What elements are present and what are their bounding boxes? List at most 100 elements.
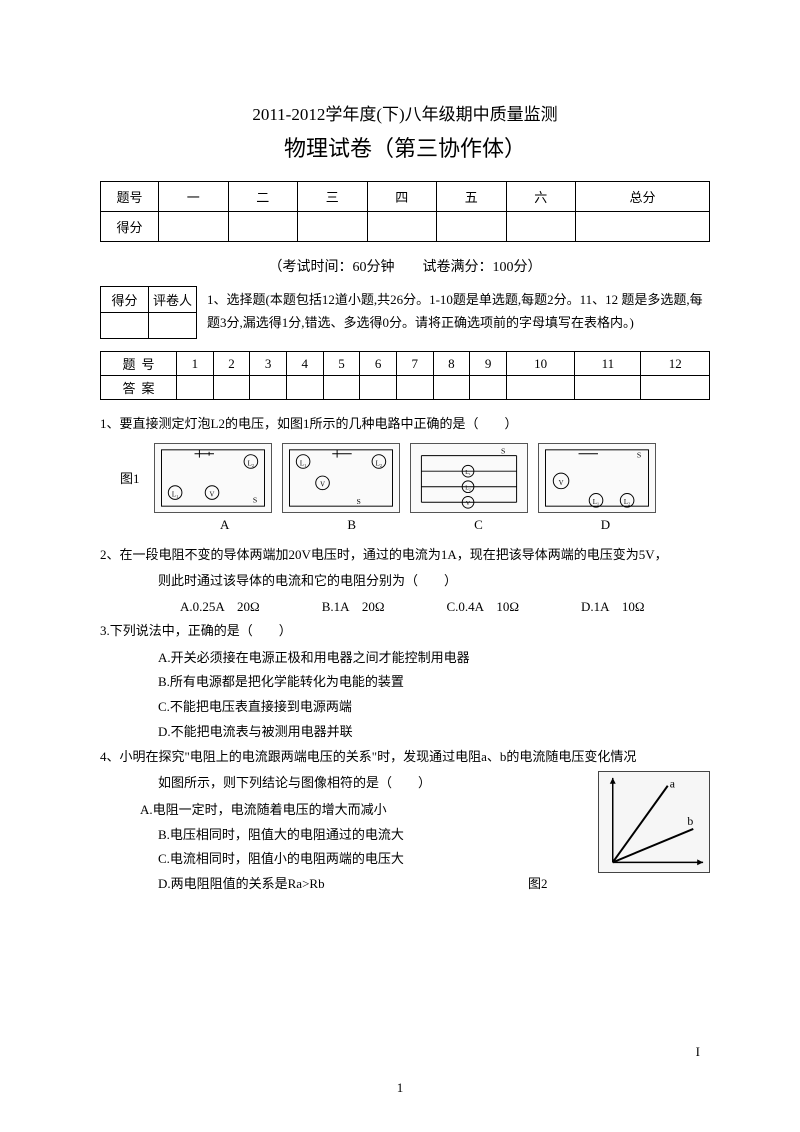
answer-cell	[213, 376, 250, 400]
answer-cell	[286, 376, 323, 400]
q3-opt-d: D.不能把电流表与被测用电器并联	[100, 720, 710, 745]
figure-2-label: 图2	[528, 873, 588, 892]
answer-cell	[250, 376, 287, 400]
answer-row-label: 答案	[101, 376, 177, 400]
score-col: 六	[506, 182, 576, 212]
svg-text:L₁: L₁	[465, 470, 471, 476]
q4-opt-d: D.两电阻阻值的关系是Ra>Rb	[100, 872, 528, 897]
svg-text:L₁: L₁	[171, 491, 178, 498]
title-line-1: 2011-2012学年度(下)八年级期中质量监测	[100, 100, 710, 125]
section-1-description: 1、选择题(本题包括12道小题,共26分。1-10题是单选题,每题2分。11、1…	[207, 286, 710, 335]
question-3: 3.下列说法中，正确的是（ ）	[100, 619, 710, 644]
figure-1-row: 图1 L₁ V L₂ S L₁ V L₂ S L₁ L₂ V S V L₁ L₂ S	[120, 443, 710, 513]
marker-cell	[101, 313, 149, 339]
score-cell	[576, 212, 710, 242]
score-row-label: 得分	[101, 212, 159, 242]
score-cell	[367, 212, 437, 242]
page-number: 1	[397, 1080, 404, 1096]
svg-text:L₂: L₂	[623, 499, 630, 506]
answer-cell	[575, 376, 641, 400]
q2-opt-c: C.0.4A 10Ω	[447, 596, 520, 615]
svg-text:V: V	[209, 491, 214, 498]
svg-text:S: S	[501, 446, 505, 455]
opt-label-c: C	[474, 517, 483, 533]
answer-cell	[506, 376, 574, 400]
svg-text:V: V	[558, 479, 563, 486]
answer-row-label: 题号	[101, 352, 177, 376]
answer-cell	[433, 376, 470, 400]
opt-label-b: B	[347, 517, 356, 533]
question-4-cont: 如图所示，则下列结论与图像相符的是（ ）	[100, 771, 588, 796]
svg-text:L₁: L₁	[299, 460, 306, 467]
q4-opt-c: C.电流相同时，阻值小的电阻两端的电压大	[100, 847, 588, 872]
score-col: 四	[367, 182, 437, 212]
q3-opt-b: B.所有电源都是把化学能转化为电能的装置	[100, 670, 710, 695]
score-col: 五	[437, 182, 507, 212]
graph-figure-2: a b	[598, 771, 710, 873]
answer-cell	[323, 376, 360, 400]
svg-text:L₂: L₂	[465, 485, 471, 491]
answer-num: 6	[360, 352, 397, 376]
marker-score-label: 得分	[101, 287, 149, 313]
q3-opt-a: A.开关必须接在电源正极和用电器之间才能控制用电器	[100, 646, 710, 671]
answer-num: 11	[575, 352, 641, 376]
score-col: 二	[228, 182, 298, 212]
answer-cell	[641, 376, 710, 400]
circuit-option-labels: A B C D	[100, 517, 710, 533]
marker-table: 得分 评卷人	[100, 286, 197, 339]
answer-num: 12	[641, 352, 710, 376]
q2-opt-b: B.1A 20Ω	[322, 596, 385, 615]
circuit-diagram-b: L₁ V L₂ S	[282, 443, 400, 513]
circuit-diagram-a: L₁ V L₂ S	[154, 443, 272, 513]
answer-num: 4	[286, 352, 323, 376]
answer-cell	[177, 376, 214, 400]
svg-text:L₂: L₂	[247, 460, 254, 467]
score-col: 一	[159, 182, 229, 212]
score-table: 题号 一 二 三 四 五 六 总分 得分	[100, 181, 710, 242]
q2-opt-d: D.1A 10Ω	[581, 596, 644, 615]
svg-text:S: S	[356, 497, 360, 506]
figure-1-label: 图1	[120, 468, 140, 487]
score-cell	[506, 212, 576, 242]
question-2-options: A.0.25A 20Ω B.1A 20Ω C.0.4A 10Ω D.1A 10Ω	[100, 596, 710, 615]
answer-num: 8	[433, 352, 470, 376]
answer-num: 5	[323, 352, 360, 376]
answer-num: 9	[470, 352, 507, 376]
svg-text:a: a	[670, 778, 676, 791]
svg-text:V: V	[320, 481, 325, 488]
q4-opt-a: A.电阻一定时，电流随着电压的增大而减小	[100, 798, 588, 823]
answer-cell	[396, 376, 433, 400]
answer-num: 3	[250, 352, 287, 376]
score-col: 三	[298, 182, 368, 212]
svg-text:S: S	[252, 495, 256, 504]
svg-text:b: b	[687, 815, 693, 828]
question-2-cont: 则此时通过该导体的电流和它的电阻分别为（ ）	[100, 569, 710, 594]
marker-person-label: 评卷人	[149, 287, 197, 313]
question-4: 4、小明在探究"电阻上的电流跟两端电压的关系"时，发现通过电阻a、b的电流随电压…	[100, 745, 710, 770]
marker-cell	[149, 313, 197, 339]
svg-text:L₂: L₂	[375, 460, 382, 467]
title-line-2: 物理试卷（第三协作体）	[100, 131, 710, 163]
score-col: 总分	[576, 182, 710, 212]
question-1: 1、要直接测定灯泡L2的电压，如图1所示的几种电路中正确的是（ ）	[100, 412, 710, 437]
score-cell	[437, 212, 507, 242]
opt-label-d: D	[601, 517, 610, 533]
answer-table: 题号 1 2 3 4 5 6 7 8 9 10 11 12 答案	[100, 351, 710, 400]
answer-cell	[360, 376, 397, 400]
q2-opt-a: A.0.25A 20Ω	[180, 596, 260, 615]
answer-num: 10	[506, 352, 574, 376]
answer-cell	[470, 376, 507, 400]
q4-opt-b: B.电压相同时，阻值大的电阻通过的电流大	[100, 823, 588, 848]
score-cell	[298, 212, 368, 242]
q3-opt-c: C.不能把电压表直接接到电源两端	[100, 695, 710, 720]
circuit-diagram-c: L₁L₂VS	[410, 443, 528, 513]
svg-text:S: S	[636, 450, 640, 459]
opt-label-a: A	[220, 517, 229, 533]
question-2: 2、在一段电阻不变的导体两端加20V电压时，通过的电流为1A，现在把该导体两端的…	[100, 543, 710, 568]
page-marker-i: I	[696, 1044, 700, 1060]
circuit-diagram-d: VL₁L₂S	[538, 443, 656, 513]
exam-info: （考试时间：60分钟 试卷满分：100分）	[100, 256, 710, 276]
answer-num: 1	[177, 352, 214, 376]
answer-num: 7	[396, 352, 433, 376]
score-cell	[228, 212, 298, 242]
